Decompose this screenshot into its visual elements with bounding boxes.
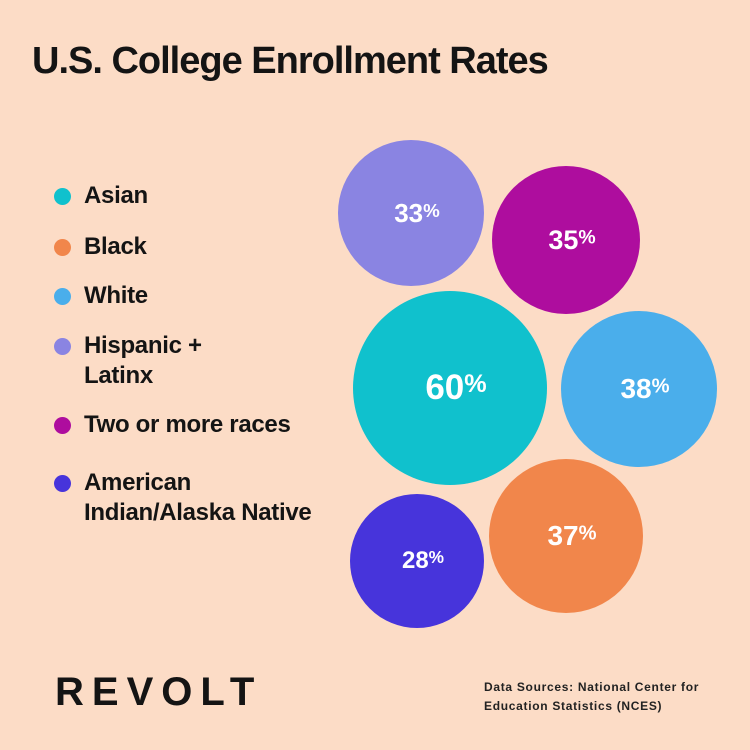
legend-label: Hispanic + Latinx xyxy=(84,332,202,389)
bubble-hispanic-latinx: 33% xyxy=(338,140,484,286)
bubble-value-label: 28% xyxy=(401,547,445,574)
legend-swatch-icon xyxy=(54,475,71,492)
bubble-white: 38% xyxy=(561,311,717,467)
data-source-note: Data Sources: National Center for Educat… xyxy=(484,678,699,716)
bubble-value-label: 60% xyxy=(425,368,487,407)
legend-swatch-icon xyxy=(54,338,71,355)
legend-item-hispanic: Hispanic + Latinx xyxy=(54,331,202,391)
legend-label: White xyxy=(84,282,148,309)
legend-item-two-or-more-races: Two or more races xyxy=(54,410,291,440)
data-source-line-1: Data Sources: National Center for xyxy=(484,680,700,694)
bubble-value-label: 38% xyxy=(620,373,670,404)
data-source-line-2: Education Statistics (NCES) xyxy=(484,699,663,713)
legend-swatch-icon xyxy=(54,188,71,205)
bubble-value-label: 37% xyxy=(547,520,597,551)
bubble-value-label: 33% xyxy=(394,197,440,228)
legend-swatch-icon xyxy=(54,417,71,434)
legend-label: Asian xyxy=(84,182,148,209)
bubble-asian: 60% xyxy=(353,291,547,485)
legend-label: Black xyxy=(84,233,147,260)
legend-swatch-icon xyxy=(54,288,71,305)
page-title: U.S. College Enrollment Rates xyxy=(32,40,549,82)
legend-swatch-icon xyxy=(54,239,71,256)
legend-item-american: American Indian/Alaska Native xyxy=(54,468,312,528)
bubble-two-or-more-races: 35% xyxy=(492,166,640,314)
legend: Asian Black White Hispanic + Latinx Two or m… xyxy=(54,0,344,750)
legend-item-white: White xyxy=(54,281,148,311)
bubble-black: 37% xyxy=(489,459,643,613)
bubble-american-indian-alaska-native: 28% xyxy=(350,494,484,628)
legend-item-asian: Asian xyxy=(54,181,148,211)
legend-label: Two or more races xyxy=(84,411,291,438)
brand-logo: REVOLT xyxy=(55,670,263,714)
legend-label: American Indian/Alaska Native xyxy=(84,469,312,526)
bubble-value-label: 35% xyxy=(548,224,596,255)
legend-item-black: Black xyxy=(54,232,147,262)
